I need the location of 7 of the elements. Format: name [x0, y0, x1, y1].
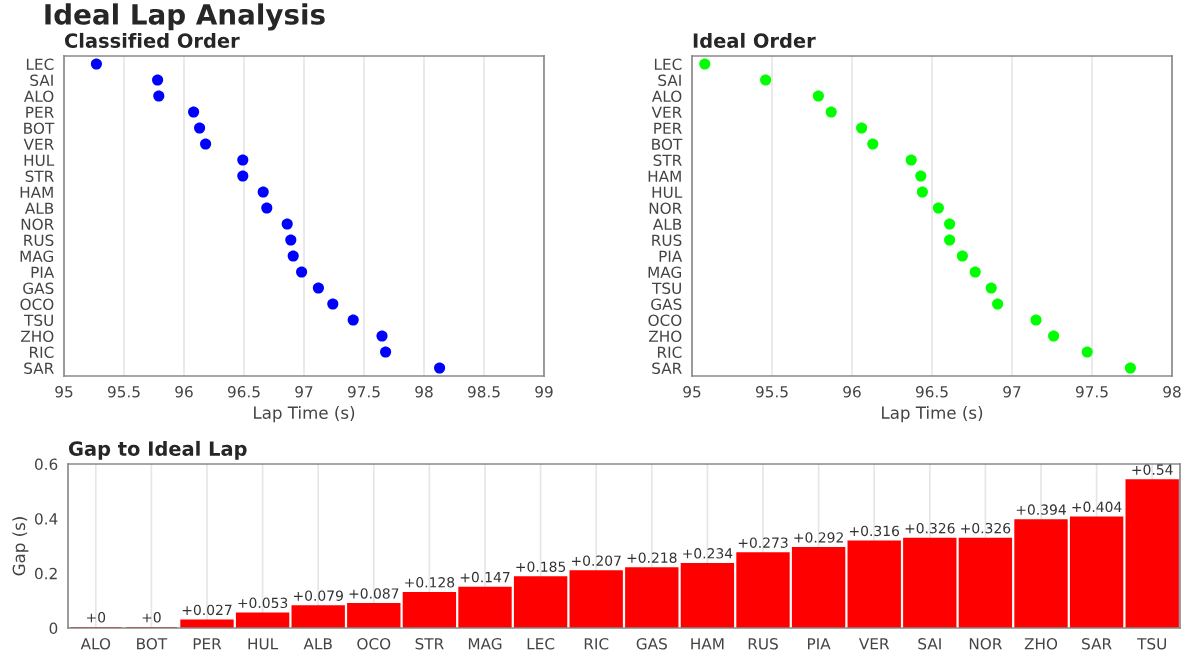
text: Ideal Lap Analysis — [45, 3, 325, 31]
chart-title: Gap to Ideal Lap — [68, 440, 247, 460]
chart-title: Ideal Order — [693, 32, 816, 48]
chart-title: Classified Order — [64, 32, 240, 48]
y-axis-title: Gap (s) — [12, 517, 29, 576]
x-axis-title: Lap Time (s) — [882, 406, 983, 423]
x-axis-title: Lap Time (s) — [254, 406, 355, 423]
